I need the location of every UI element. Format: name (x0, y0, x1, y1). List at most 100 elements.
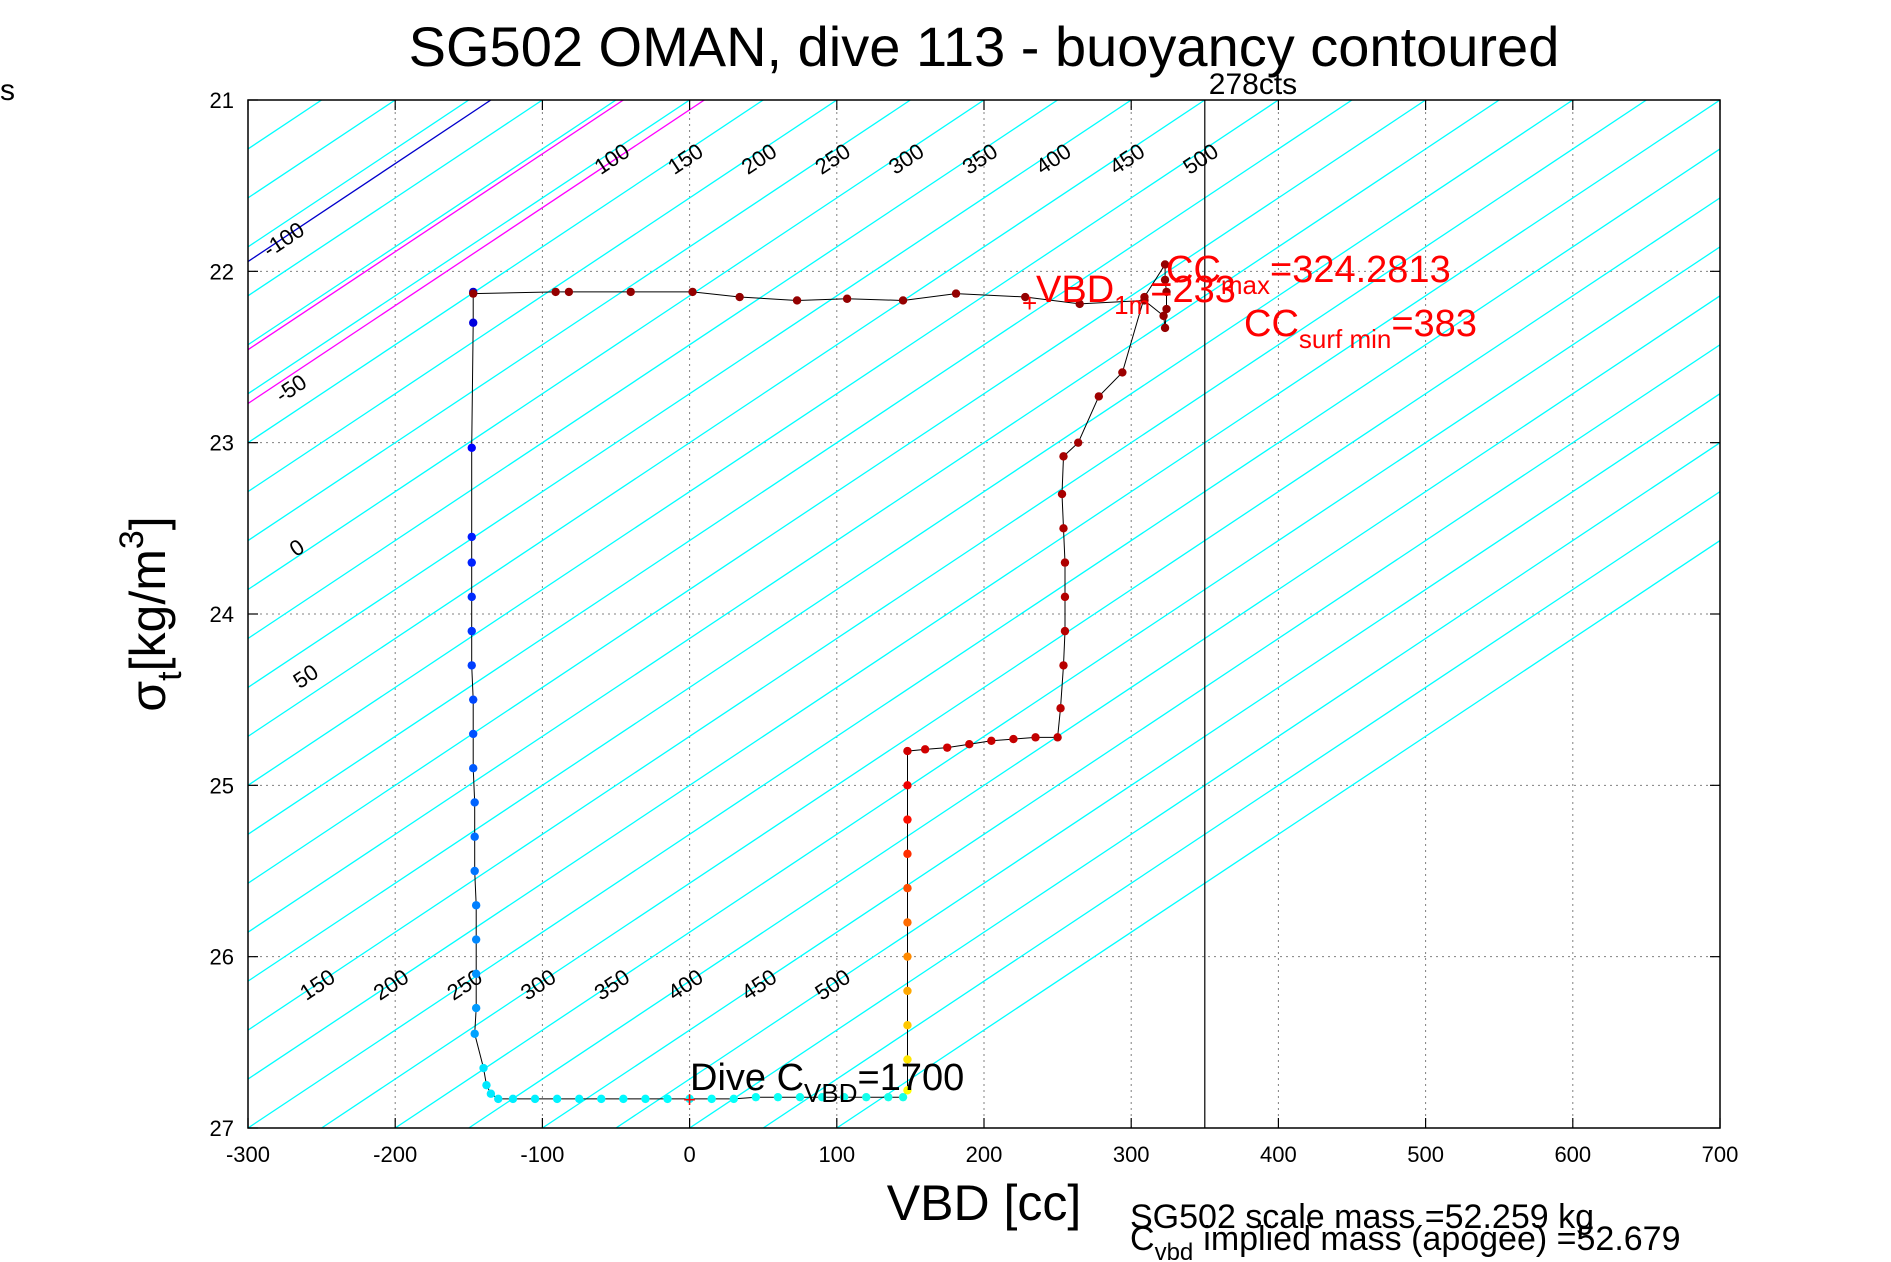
contour-label: 200 (737, 138, 781, 179)
dive-point (479, 1063, 488, 1073)
x-tick-label: 0 (683, 1142, 695, 1167)
y-axis-label: σt[kg/m3] (113, 516, 189, 711)
cyan-contour (248, 100, 838, 493)
dive-point (467, 558, 476, 567)
dive-point (469, 318, 478, 327)
x-tick-label: 500 (1407, 1142, 1444, 1167)
climb-point (1160, 260, 1170, 269)
cyan-contour (248, 100, 1500, 933)
contour-label: 350 (590, 964, 634, 1005)
cyan-contour (248, 100, 764, 444)
climb-point (1160, 275, 1170, 285)
cyan-contour (248, 100, 1574, 982)
vbd-marker: + (1022, 288, 1037, 318)
climb-point (1009, 734, 1018, 744)
climb-point (1059, 452, 1068, 461)
climb-point (1021, 292, 1030, 302)
y-tick-label: 21 (210, 88, 234, 113)
climb-point (1094, 392, 1104, 401)
climb-point (903, 849, 912, 859)
climb-point (735, 292, 744, 302)
chart-title: SG502 OMAN, dive 113 - buoyancy contoure… (409, 15, 1560, 78)
climb-point (903, 918, 912, 927)
dive-point (575, 1094, 584, 1104)
cyan-contour (248, 100, 985, 591)
implied-mass-text: Cvbd implied mass (apogee) =52.679 (1130, 1220, 1681, 1262)
dive-point (530, 1094, 540, 1104)
dive-point (482, 1080, 491, 1090)
cyan-contour (248, 100, 1426, 885)
cyan-contour (542, 343, 1720, 1128)
contour-label: 350 (958, 138, 1002, 179)
contour-label: 400 (663, 964, 707, 1005)
contour-label: 150 (663, 138, 707, 179)
y-tick-label: 26 (210, 945, 234, 970)
dive-point (619, 1094, 628, 1104)
dive-point (486, 1089, 496, 1098)
dive-point (898, 1092, 908, 1102)
climb-point (842, 294, 852, 303)
dive-point (470, 798, 479, 807)
dive-track-line (471, 262, 1167, 1100)
dive-point (884, 1092, 893, 1102)
x-tick-label: 200 (966, 1142, 1003, 1167)
x-tick-label: 100 (818, 1142, 855, 1167)
magenta-contour (248, 100, 624, 351)
dive-point (817, 1092, 827, 1102)
contour-label: 400 (1031, 138, 1075, 179)
cyan-contour (248, 100, 911, 542)
climb-point (1159, 311, 1168, 321)
x-tick-label: 400 (1260, 1142, 1297, 1167)
cyan-contour (689, 441, 1720, 1128)
dive-point (839, 1092, 849, 1102)
tick-layer: -300 -200 -100 0 100 200 300 400 500 600 700212223… (210, 88, 1739, 1167)
climb-point (903, 1086, 912, 1095)
dive-point (471, 901, 481, 910)
cyan-contour (248, 100, 1720, 1080)
cc-surf-min-annotation: CCsurf min=383 (1244, 303, 1477, 354)
contour-label: 0 (285, 534, 309, 562)
contour-label: 450 (1105, 138, 1149, 179)
x-tick-label: -300 (226, 1142, 270, 1167)
bottom-marker: + (683, 1087, 696, 1112)
dive-point (471, 969, 481, 978)
contour-label: -100 (258, 217, 309, 262)
point-layer: + (467, 260, 1171, 1112)
contour-label: 500 (1178, 138, 1222, 179)
climb-point (903, 986, 912, 996)
vertical-line-layer: 278cts (1204, 68, 1297, 1128)
climb-point (626, 287, 635, 297)
dive-point (470, 866, 479, 876)
scale-mass-text: SG502 scale mass =52.259 kg (1130, 1198, 1594, 1236)
cyan-contour (248, 100, 690, 395)
cyan-contour (248, 148, 1720, 1128)
y-tick-label: 22 (210, 259, 234, 284)
dive-point (469, 695, 478, 704)
dive-point (862, 1092, 871, 1102)
climb-point (1075, 299, 1084, 309)
vbd-1m-annotation: VBD1m=233 (1036, 269, 1236, 320)
climb-point (1053, 733, 1062, 742)
cyan-contour (248, 100, 1279, 787)
dive-point (729, 1094, 738, 1104)
x-tick-label: 700 (1702, 1142, 1739, 1167)
dive-point (751, 1092, 761, 1102)
dive-point (470, 832, 479, 841)
contour-label: 250 (810, 138, 854, 179)
dive-point (467, 443, 476, 453)
climb-point (1060, 558, 1070, 567)
dive-point (467, 661, 476, 670)
climb-point (898, 296, 908, 305)
magenta-contour (248, 100, 705, 405)
cyan-contour (468, 295, 1720, 1128)
contour-label: 100 (590, 138, 634, 179)
dive-point (469, 764, 478, 773)
dive-point (467, 532, 476, 542)
dive-point (685, 1094, 694, 1104)
dive-point (508, 1094, 518, 1104)
climb-point (943, 743, 952, 752)
climb-point (1140, 296, 1149, 305)
climb-point (551, 287, 560, 297)
cc-max-annotation: CCmax=324.2813 (1166, 249, 1451, 300)
